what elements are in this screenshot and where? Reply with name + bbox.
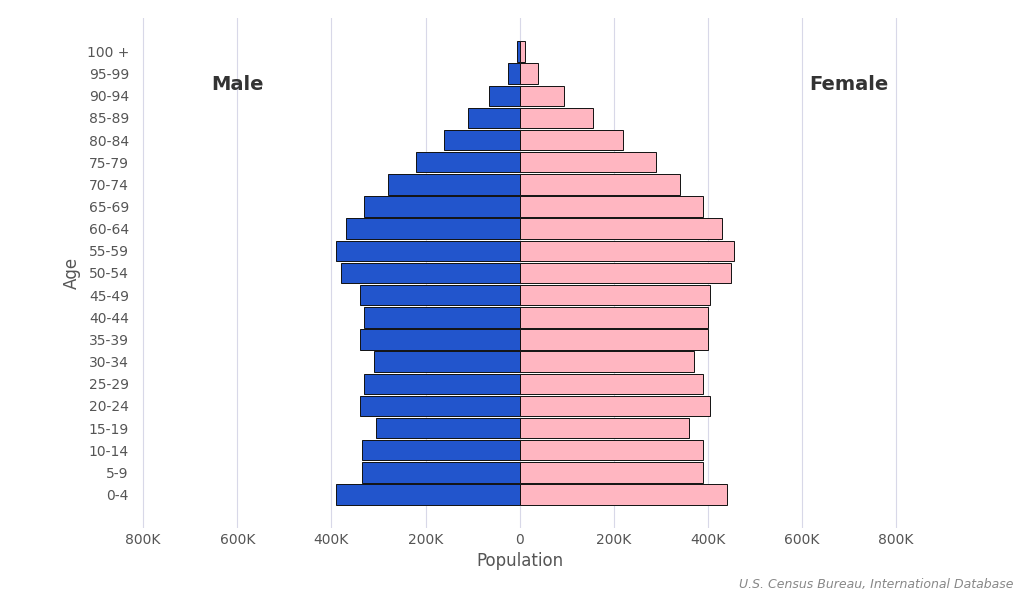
Bar xyxy=(520,152,657,172)
Bar xyxy=(468,107,520,128)
Bar xyxy=(520,418,689,439)
Bar xyxy=(520,86,564,106)
Bar xyxy=(520,41,525,62)
Bar xyxy=(520,241,734,261)
Bar xyxy=(520,285,710,305)
Bar xyxy=(362,462,520,482)
Bar xyxy=(520,130,624,150)
Bar xyxy=(360,396,520,416)
Bar xyxy=(520,352,694,372)
Bar xyxy=(360,329,520,350)
Bar xyxy=(520,374,703,394)
Bar xyxy=(489,86,520,106)
Bar xyxy=(520,440,703,460)
Bar xyxy=(520,107,593,128)
Text: Female: Female xyxy=(810,75,889,94)
Bar xyxy=(520,196,703,217)
Bar xyxy=(364,196,520,217)
Bar xyxy=(341,263,520,283)
Text: U.S. Census Bureau, International Database: U.S. Census Bureau, International Databa… xyxy=(739,578,1014,591)
Bar xyxy=(388,174,520,194)
Bar xyxy=(520,329,708,350)
X-axis label: Population: Population xyxy=(476,553,563,571)
Bar xyxy=(520,218,722,239)
Bar xyxy=(360,285,520,305)
Bar xyxy=(520,462,703,482)
Bar xyxy=(520,174,679,194)
Bar xyxy=(374,352,520,372)
Bar xyxy=(346,218,520,239)
Bar xyxy=(520,64,538,84)
Bar xyxy=(520,484,726,505)
Bar xyxy=(377,418,520,439)
Y-axis label: Age: Age xyxy=(63,257,81,289)
Bar xyxy=(520,263,732,283)
Bar xyxy=(445,130,520,150)
Bar xyxy=(508,64,520,84)
Bar xyxy=(520,307,708,328)
Bar xyxy=(416,152,520,172)
Bar xyxy=(364,307,520,328)
Bar xyxy=(520,396,710,416)
Bar xyxy=(364,374,520,394)
Bar xyxy=(336,484,520,505)
Bar xyxy=(518,41,520,62)
Bar xyxy=(362,440,520,460)
Bar xyxy=(336,241,520,261)
Text: Male: Male xyxy=(211,75,263,94)
